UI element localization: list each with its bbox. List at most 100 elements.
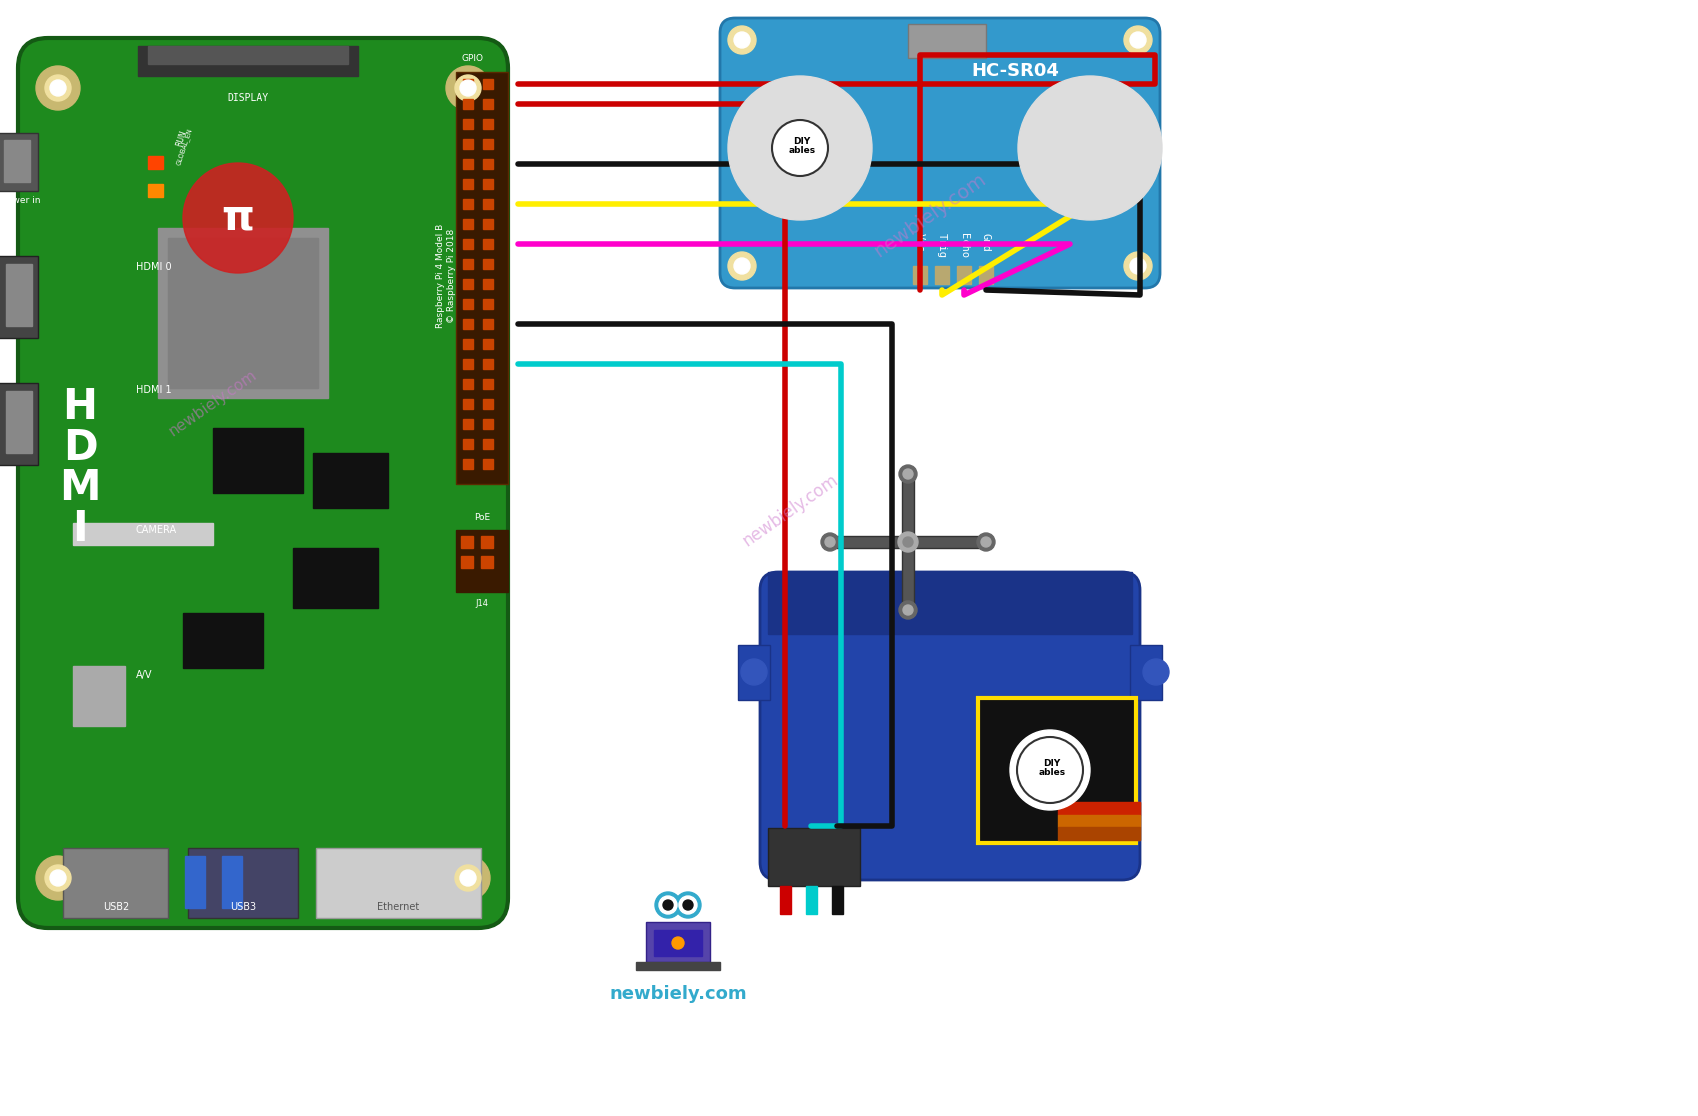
Bar [980,266,993,283]
Circle shape [183,163,294,273]
Bar [767,828,859,886]
Circle shape [1034,92,1146,204]
Circle shape [460,870,475,886]
Bar [1058,815,1139,827]
Circle shape [898,602,917,619]
Text: newbiely.com: newbiely.com [610,985,747,1003]
Bar [158,228,328,398]
Bar [482,418,492,429]
Bar [936,266,949,283]
Text: DISPLAY: DISPLAY [228,93,268,103]
Bar [482,179,492,189]
Bar [482,259,492,269]
Bar [148,46,348,64]
Bar [482,279,492,289]
Bar [464,140,474,150]
Bar [464,179,474,189]
Text: Trig: Trig [937,233,947,258]
Circle shape [767,116,832,180]
Circle shape [773,121,829,176]
Circle shape [734,32,751,48]
Bar [637,962,720,970]
Bar [482,140,492,150]
Text: A/V: A/V [136,670,153,680]
Circle shape [1075,132,1105,164]
Circle shape [734,81,866,214]
Bar [482,158,492,169]
Bar [464,259,474,269]
Bar [482,79,492,89]
Text: Ethernet: Ethernet [377,902,419,912]
Circle shape [1129,32,1146,48]
FancyBboxPatch shape [761,573,1139,881]
Circle shape [898,465,917,483]
Circle shape [447,66,491,110]
Bar [464,99,474,109]
Bar [464,339,474,349]
Bar [464,379,474,389]
Circle shape [822,533,839,551]
Bar [1129,645,1161,700]
Circle shape [1143,660,1168,685]
Circle shape [36,856,80,899]
Circle shape [728,76,873,220]
Bar [464,219,474,229]
Text: GLOBAL_EN: GLOBAL_EN [175,127,194,166]
Bar [464,239,474,249]
Bar [482,439,492,449]
Circle shape [898,532,919,552]
Bar [222,856,243,908]
Circle shape [1019,76,1161,220]
Bar [73,523,212,545]
Bar [482,459,492,469]
Circle shape [976,533,995,551]
Bar [168,238,318,388]
Bar [460,536,474,548]
Bar [481,536,492,548]
Bar [460,556,474,568]
Circle shape [744,92,856,204]
Text: HDMI 1: HDMI 1 [136,385,171,395]
Text: RUN: RUN [175,129,188,148]
Bar [312,453,389,508]
Bar [958,266,971,283]
Bar [482,400,492,408]
Circle shape [903,537,914,547]
Text: CAMERA: CAMERA [136,525,177,535]
Bar [316,848,481,918]
Bar [0,383,37,465]
Circle shape [756,104,844,192]
Bar [482,219,492,229]
Text: newbiely.com: newbiely.com [166,367,260,439]
Circle shape [447,856,491,899]
Text: newbiely.com: newbiely.com [739,470,841,550]
Bar [0,133,37,191]
Bar [482,199,492,209]
Circle shape [1124,252,1151,280]
Text: HDMI 0: HDMI 0 [136,262,171,272]
Bar [832,886,842,914]
Bar [482,119,492,129]
Circle shape [49,870,66,886]
Bar [148,184,163,198]
Bar [654,930,701,956]
Bar [825,536,990,548]
Bar [1058,827,1139,840]
Bar [7,391,32,453]
Bar [464,79,474,89]
Circle shape [46,75,71,102]
Text: Vcc: Vcc [915,233,925,252]
Bar [779,886,791,914]
Bar [482,339,492,349]
Bar [464,359,474,369]
Circle shape [734,258,751,275]
Bar [908,25,987,58]
Text: HC-SR04: HC-SR04 [971,62,1060,80]
Bar [767,573,1133,634]
Circle shape [1058,116,1122,180]
Circle shape [683,899,693,910]
Bar [457,73,508,484]
Text: PoE: PoE [474,513,491,522]
Text: Gnd: Gnd [981,233,992,252]
Bar [188,848,299,918]
